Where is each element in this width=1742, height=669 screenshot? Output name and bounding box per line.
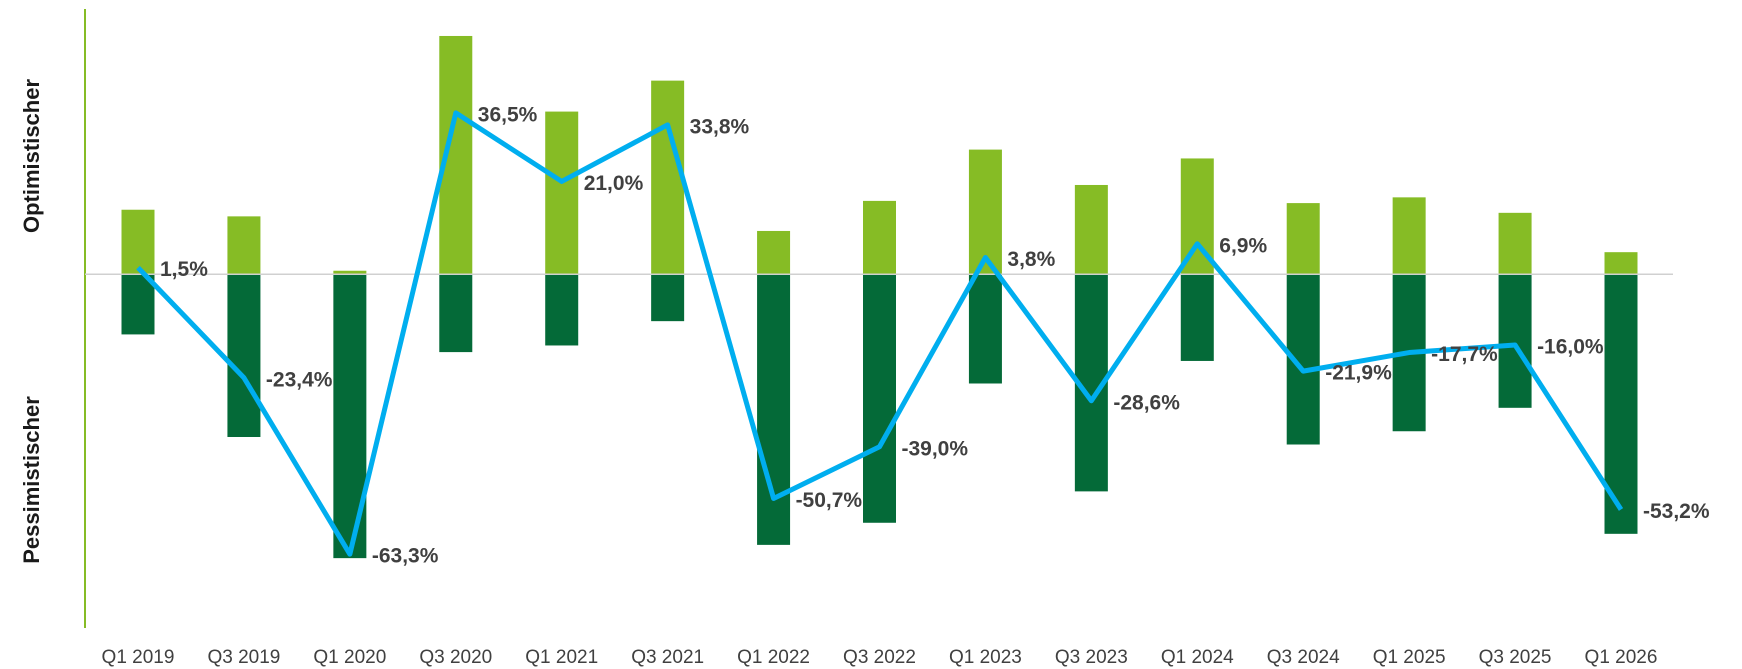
data-label: -16,0% xyxy=(1537,336,1604,359)
bar xyxy=(227,274,261,437)
data-label: 21,0% xyxy=(584,172,644,195)
data-label: -23,4% xyxy=(266,368,333,391)
bar xyxy=(968,274,1002,384)
bar xyxy=(545,274,579,346)
x-tick-label: Q3 2023 xyxy=(1055,647,1128,668)
data-label: -39,0% xyxy=(902,437,969,460)
bar xyxy=(439,274,473,353)
data-label: -53,2% xyxy=(1643,500,1710,523)
bar xyxy=(545,111,579,275)
bar xyxy=(1392,197,1426,275)
bar xyxy=(1604,252,1638,275)
bar xyxy=(757,274,791,545)
x-tick-label: Q1 2021 xyxy=(525,647,598,668)
bar xyxy=(968,149,1002,275)
bar xyxy=(1286,203,1320,275)
data-label: -50,7% xyxy=(796,489,863,512)
x-tick-label: Q3 2025 xyxy=(1479,647,1552,668)
net-line xyxy=(136,110,1624,557)
bar xyxy=(333,270,367,275)
data-label: 6,9% xyxy=(1219,234,1267,257)
x-tick-label: Q3 2019 xyxy=(207,647,280,668)
x-tick-label: Q1 2025 xyxy=(1373,647,1446,668)
bar xyxy=(863,200,896,275)
data-label: 33,8% xyxy=(690,115,750,138)
data-label: -17,7% xyxy=(1431,343,1498,366)
bar xyxy=(1180,274,1214,361)
bar xyxy=(651,80,685,275)
data-label: -21,9% xyxy=(1325,362,1392,385)
data-label: 36,5% xyxy=(478,103,538,126)
bar xyxy=(1074,184,1108,275)
bar xyxy=(863,274,896,523)
y-label-top: Optimistischer xyxy=(19,79,44,233)
bar xyxy=(227,216,261,275)
bar xyxy=(757,230,791,275)
x-tick-label: Q3 2021 xyxy=(631,647,704,668)
bar xyxy=(121,209,155,275)
x-tick-label: Q1 2022 xyxy=(737,647,810,668)
x-tick-label: Q3 2020 xyxy=(419,647,492,668)
data-label: 3,8% xyxy=(1007,248,1055,271)
bar xyxy=(1498,274,1532,408)
data-label: -63,3% xyxy=(372,545,439,568)
x-tick-label: Q3 2022 xyxy=(843,647,916,668)
data-label: 1,5% xyxy=(160,258,208,281)
x-tick-label: Q1 2023 xyxy=(949,647,1022,668)
data-label: -28,6% xyxy=(1113,391,1180,414)
bar xyxy=(651,274,685,322)
y-label-bottom: Pessimistischer xyxy=(19,396,44,564)
x-tick-label: Q1 2019 xyxy=(102,647,175,668)
bar xyxy=(121,274,155,335)
x-tick-label: Q3 2024 xyxy=(1267,647,1340,668)
bar xyxy=(1498,212,1532,275)
x-tick-label: Q1 2024 xyxy=(1161,647,1234,668)
x-tick-label: Q1 2020 xyxy=(313,647,386,668)
x-tick-label: Q1 2026 xyxy=(1585,647,1658,668)
